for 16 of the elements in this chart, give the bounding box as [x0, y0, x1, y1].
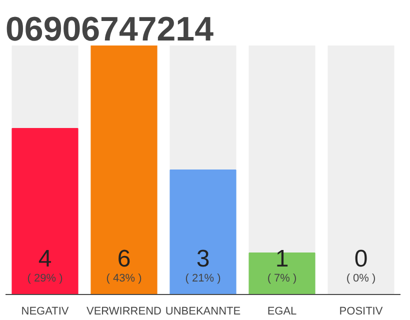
annotation: ( 29% ): [27, 272, 63, 284]
chart-title: 06906747214: [6, 10, 214, 48]
data-label: 1: [275, 246, 289, 272]
data-label: 3: [196, 246, 210, 272]
x-tick-label: UNBEKANNTE: [165, 306, 241, 318]
data-label: 0: [354, 246, 368, 272]
annotation: ( 7% ): [267, 272, 297, 284]
x-tick-label: EGAL: [267, 306, 297, 318]
x-tick-label: POSITIV: [339, 306, 384, 318]
annotation: ( 0% ): [346, 272, 376, 284]
x-tick-label: VERWIRREND: [86, 306, 162, 318]
annotation: ( 43% ): [106, 272, 142, 284]
data-label: 6: [117, 246, 131, 272]
data-label: 4: [38, 246, 52, 272]
annotation: ( 21% ): [185, 272, 221, 284]
x-tick-label: NEGATIV: [21, 306, 70, 318]
